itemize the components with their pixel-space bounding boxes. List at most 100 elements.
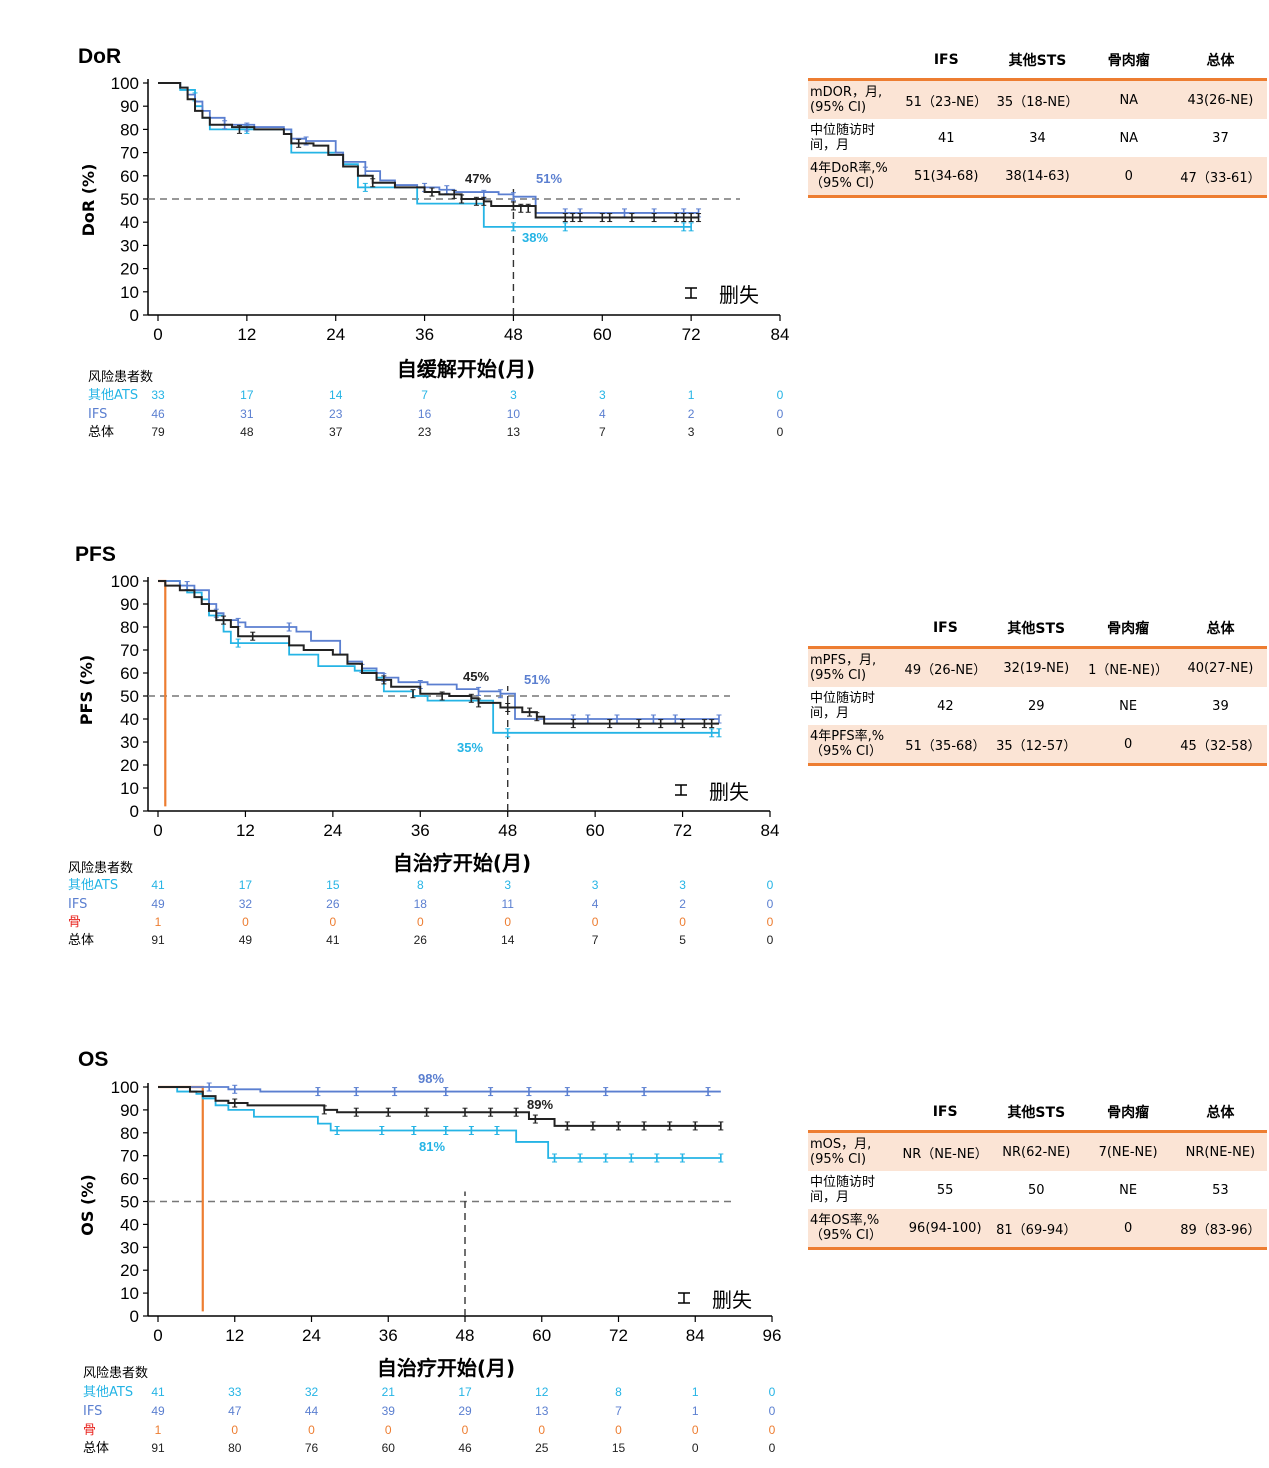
x-tick-label: 24 (323, 821, 342, 840)
col-header-total: 总体 (1173, 610, 1267, 649)
table-cell: 53 (1212, 1182, 1229, 1198)
risk-count: 1 (688, 388, 695, 402)
risk-count: 49 (151, 897, 165, 911)
risk-count: 26 (414, 933, 428, 947)
col-header-osteosarcoma: 骨肉瘤 (1082, 1094, 1174, 1133)
table-cell: NR(NE-NE) (1173, 1131, 1267, 1171)
risk-count: 0 (679, 915, 686, 929)
col-header-total: 总体 (1173, 1094, 1267, 1133)
table-row: mDOR，月, (95% CI) 51（23-NE） 35（18-NE） NA 4… (808, 79, 1267, 119)
risk-row-label: 其他ATS (88, 388, 138, 403)
x-tick-label: 84 (771, 325, 790, 344)
table-row-label-header (808, 42, 902, 81)
row-label: 4年PFS率,% （95% CI） (808, 725, 901, 766)
pfs-panel: PFS 0 10 20 30 40 50 60 70 80 90 100 0 12 24 36 48 60 72 84… (0, 490, 800, 970)
percent-annotation: 51% (536, 171, 562, 186)
x-tick-label: 0 (153, 821, 162, 840)
table-cell: NA (1083, 79, 1174, 119)
risk-count: 41 (151, 878, 165, 892)
table-cell: 29 (1027, 698, 1045, 714)
row-label: 中位随访时 间，月 (810, 123, 876, 153)
risk-count: 7 (599, 425, 606, 439)
table-cell: NR(62-NE) (990, 1131, 1083, 1171)
risk-count: 0 (777, 407, 784, 421)
y-tick-label: 60 (120, 167, 139, 186)
table-cell: NR（NE-NE） (900, 1131, 991, 1171)
risk-count: 3 (504, 878, 511, 892)
y-tick-label: 80 (120, 120, 139, 139)
risk-count: 0 (504, 915, 511, 929)
y-tick-label: 40 (120, 710, 139, 729)
risk-count: 0 (769, 1404, 776, 1418)
x-tick-label: 36 (411, 821, 430, 840)
y-tick-label: 90 (120, 595, 139, 614)
risk-count: 17 (458, 1385, 472, 1399)
km-curve-bone (158, 1085, 204, 1312)
risk-count: 4 (599, 407, 606, 421)
table-cell: 7(NE-NE) (1082, 1131, 1174, 1171)
y-tick-label: 60 (120, 1170, 139, 1189)
percent-annotation: 98% (418, 1071, 444, 1086)
risk-count: 46 (458, 1441, 472, 1455)
risk-count: 18 (414, 897, 428, 911)
risk-count: 8 (417, 878, 424, 892)
table-cell: 35（18-NE） (991, 79, 1084, 119)
risk-count: 23 (329, 407, 343, 421)
km-curve-ifs (158, 580, 719, 720)
table-cell: NE (1119, 1182, 1138, 1198)
x-tick-label: 24 (326, 325, 345, 344)
y-tick-label: 50 (120, 1193, 139, 1212)
km-curve-total (158, 1086, 721, 1127)
table-cell: 39 (1212, 698, 1229, 714)
table-row: 4年DoR率,% （95% CI） 51(34-68) 38(14-63) 0 4… (808, 157, 1267, 198)
risk-row-label: IFS (68, 897, 87, 912)
risk-count: 2 (679, 897, 686, 911)
y-tick-label: 30 (120, 733, 139, 752)
table-row-label-header (808, 1094, 901, 1133)
km-curve-bone (158, 579, 167, 807)
percent-annotation: 81% (419, 1139, 445, 1154)
risk-count: 3 (510, 388, 517, 402)
y-tick-label: 40 (120, 213, 139, 232)
risk-count: 0 (767, 915, 774, 929)
x-tick-label: 12 (225, 1326, 244, 1345)
risk-count: 2 (688, 407, 695, 421)
risk-count: 0 (538, 1423, 545, 1437)
risk-count: 13 (535, 1404, 549, 1418)
risk-count: 3 (592, 878, 599, 892)
x-tick-label: 60 (586, 821, 605, 840)
x-tick-label: 84 (761, 821, 780, 840)
y-tick-label: 50 (120, 190, 139, 209)
col-header-other-sts: 其他STS (991, 42, 1084, 81)
table-cell: 0 (1082, 725, 1174, 766)
risk-count: 0 (692, 1423, 699, 1437)
risk-count: 14 (501, 933, 515, 947)
percent-annotation: 51% (524, 672, 550, 687)
table-cell: 41 (938, 130, 955, 146)
x-tick-label: 36 (415, 325, 434, 344)
risk-table-title: 风险患者数 (68, 861, 133, 876)
table-cell: 51(34-68) (901, 157, 992, 198)
risk-count: 0 (777, 388, 784, 402)
y-tick-label: 50 (120, 687, 139, 706)
risk-count: 1 (692, 1404, 699, 1418)
risk-count: 7 (421, 388, 428, 402)
y-tick-label: 10 (120, 1284, 139, 1303)
col-header-other-sts: 其他STS (990, 1094, 1083, 1133)
y-tick-label: 20 (120, 260, 139, 279)
panel-title: OS (78, 1048, 108, 1071)
censor-legend-label: 删失 (709, 780, 749, 804)
risk-row-label: 骨 (83, 1423, 96, 1438)
table-cell: 1（NE-NE)） (1082, 647, 1174, 687)
risk-row-label: IFS (88, 407, 107, 422)
risk-count: 80 (228, 1441, 242, 1455)
y-tick-label: 70 (120, 1147, 139, 1166)
risk-count: 17 (240, 388, 254, 402)
table-row: mOS，月, (95% CI) NR（NE-NE） NR(62-NE) 7(NE-… (808, 1131, 1267, 1171)
risk-count: 0 (767, 878, 774, 892)
risk-count: 12 (535, 1385, 549, 1399)
x-tick-label: 72 (673, 821, 692, 840)
censor-legend-label: 删失 (719, 283, 759, 307)
risk-count: 26 (326, 897, 340, 911)
